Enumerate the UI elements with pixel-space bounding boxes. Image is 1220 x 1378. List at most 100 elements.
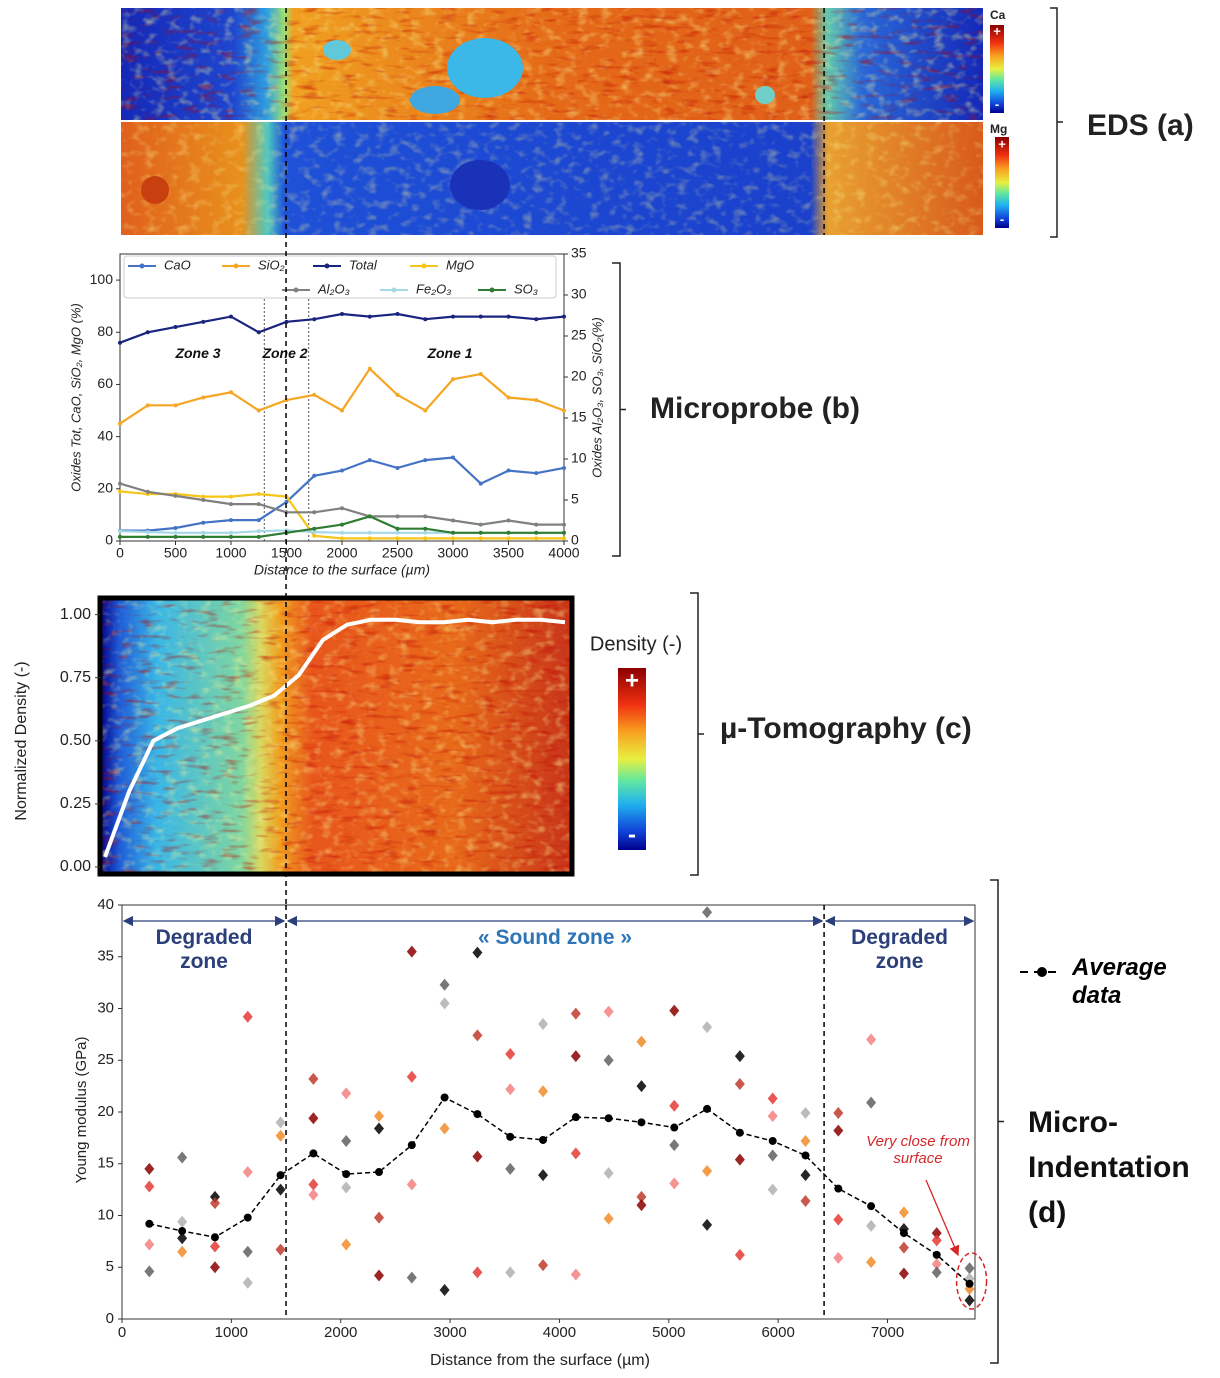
data-point	[144, 1265, 155, 1278]
series-marker	[201, 395, 206, 400]
legend-dot	[391, 287, 397, 293]
y2-axis-label: Oxides Al₂O₃, SO₃, SiO₂(%)	[589, 317, 604, 478]
eds-grain	[323, 40, 351, 60]
series-marker	[423, 408, 428, 413]
data-point	[931, 1258, 942, 1271]
panel-label: EDS (a)	[1087, 109, 1194, 142]
data-point	[144, 1238, 155, 1251]
data-point	[308, 1178, 319, 1191]
y-tick-label: 30	[97, 999, 114, 1016]
data-point	[669, 1139, 680, 1152]
data-point	[538, 1085, 549, 1098]
y-axis-label: Normalized Density (-)	[13, 661, 30, 820]
data-point	[767, 1110, 778, 1123]
series-marker	[284, 499, 289, 504]
data-point	[406, 1178, 417, 1191]
series-marker	[312, 529, 317, 534]
data-point	[308, 1072, 319, 1085]
data-point	[767, 1183, 778, 1196]
y-tick-label: 0.00	[60, 858, 91, 875]
eds-minus: -	[995, 96, 999, 111]
series-marker	[423, 536, 428, 541]
series-marker	[534, 317, 539, 322]
series-marker	[145, 529, 150, 534]
data-point	[669, 1099, 680, 1112]
series-marker	[256, 330, 261, 335]
eds-panel: Ca + - Mg + - EDS (a)	[121, 7, 1194, 238]
series-marker	[451, 518, 455, 523]
data-point	[144, 1162, 155, 1175]
average-marker	[440, 1093, 449, 1102]
y-tick-label: 20	[97, 480, 113, 496]
series-marker	[340, 536, 344, 541]
average-marker	[178, 1227, 187, 1236]
data-point	[866, 1096, 877, 1109]
series-marker	[562, 536, 566, 541]
series-marker	[534, 398, 539, 403]
data-point	[341, 1238, 352, 1251]
series-marker	[256, 492, 261, 497]
y-tick-label: 40	[97, 896, 114, 913]
data-point	[275, 1129, 286, 1142]
zone-label-box: Zone 1	[427, 345, 472, 361]
series-marker	[478, 314, 483, 319]
series-marker	[118, 534, 122, 539]
data-point	[570, 1268, 581, 1281]
data-point	[866, 1219, 877, 1232]
zone-label-box: « Sound zone »	[478, 926, 632, 949]
series-marker	[256, 518, 261, 523]
series-marker	[451, 536, 455, 541]
average-marker	[539, 1135, 548, 1144]
legend-dot	[421, 263, 427, 269]
data-point	[570, 1050, 581, 1063]
data-point	[669, 1004, 680, 1017]
average-marker	[342, 1170, 351, 1179]
series-marker	[312, 473, 317, 478]
series-marker	[562, 530, 566, 535]
data-point	[308, 1188, 319, 1201]
data-point	[767, 1149, 778, 1162]
y-tick-label: 40	[97, 427, 113, 443]
x-tick-label: 3000	[437, 545, 468, 561]
legend-label-box: Average data	[1072, 954, 1167, 1009]
zone-label-box: Degraded zone	[851, 926, 948, 973]
y-tick-label: 0	[106, 1310, 114, 1327]
average-marker	[276, 1171, 285, 1180]
plot-frame	[119, 253, 565, 542]
series-marker	[229, 534, 233, 539]
average-marker	[932, 1250, 941, 1259]
y2-tick-label: 15	[571, 409, 587, 425]
series-marker	[534, 471, 539, 476]
average-marker	[407, 1141, 416, 1150]
data-point	[177, 1215, 188, 1228]
y-tick-label: 0.75	[60, 669, 91, 686]
panel-label: Micro-Indentation (d)	[1028, 1106, 1190, 1229]
data-point	[800, 1107, 811, 1120]
data-point	[636, 1035, 647, 1048]
x-tick-label: 500	[164, 545, 188, 561]
y2-tick-label: 35	[571, 245, 587, 261]
series-marker	[340, 522, 344, 527]
data-point	[242, 1276, 253, 1289]
data-point	[898, 1267, 909, 1280]
series-marker	[229, 530, 233, 535]
average-marker	[604, 1114, 613, 1123]
average-marker	[243, 1213, 252, 1222]
data-point	[242, 1010, 253, 1023]
x-axis-label: Distance to the surface (µm)	[254, 562, 430, 578]
series-marker	[145, 534, 150, 539]
y2-tick-label: 25	[571, 327, 587, 343]
data-point	[800, 1134, 811, 1147]
zone-label-box: Zone 2	[262, 345, 307, 361]
average-marker	[899, 1229, 908, 1238]
data-point	[341, 1134, 352, 1147]
series-marker	[506, 468, 511, 473]
series-marker	[340, 468, 344, 473]
series-marker	[312, 392, 317, 397]
average-marker	[374, 1168, 383, 1177]
data-point	[734, 1248, 745, 1261]
x-tick-label: 3000	[433, 1324, 466, 1341]
x-tick-label: 6000	[761, 1324, 794, 1341]
